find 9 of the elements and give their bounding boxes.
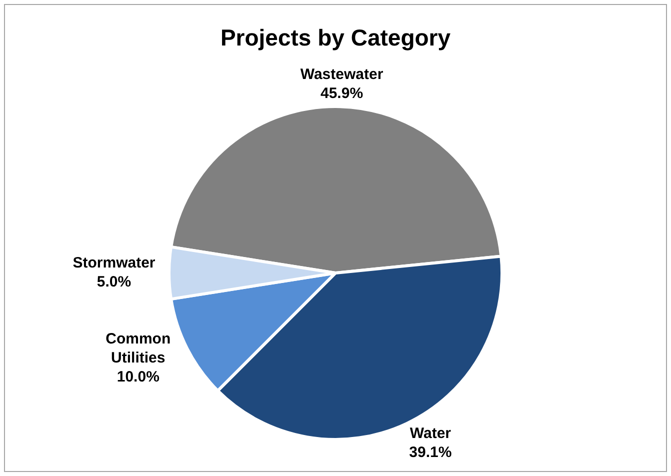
slice-label: Stormwater bbox=[72, 254, 156, 272]
data-label: 10.0% bbox=[116, 368, 160, 386]
slice-label: Wastewater bbox=[300, 66, 384, 84]
data-label: 45.9% bbox=[320, 85, 364, 102]
chart-title: Projects by Category bbox=[220, 24, 451, 50]
slice-label: Common Utilities bbox=[106, 330, 171, 367]
data-label: 39.1% bbox=[409, 444, 452, 461]
slice-label: Water bbox=[410, 424, 452, 442]
data-label: 5.0% bbox=[96, 274, 132, 291]
